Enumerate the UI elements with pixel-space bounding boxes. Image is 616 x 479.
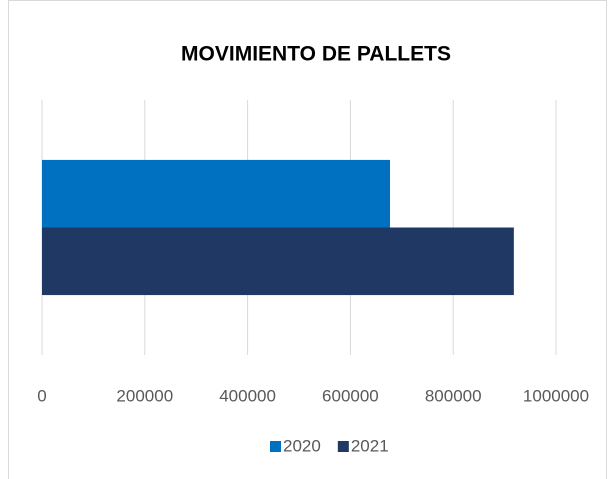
- x-tick-label: 600000: [322, 386, 379, 405]
- legend-swatch: [337, 441, 349, 452]
- legend-label: 2020: [283, 436, 321, 455]
- x-tick-label: 800000: [425, 386, 482, 405]
- x-tick-label: 200000: [116, 386, 173, 405]
- x-tick-label: 1000000: [523, 386, 589, 405]
- x-tick-label: 400000: [219, 386, 276, 405]
- chart-title: MOVIMIENTO DE PALLETS: [181, 43, 451, 66]
- bar: [42, 227, 514, 296]
- x-tick-label: 0: [37, 386, 46, 405]
- legend-swatch: [270, 441, 281, 452]
- legend-label: 2021: [351, 436, 389, 455]
- bar: [42, 159, 390, 228]
